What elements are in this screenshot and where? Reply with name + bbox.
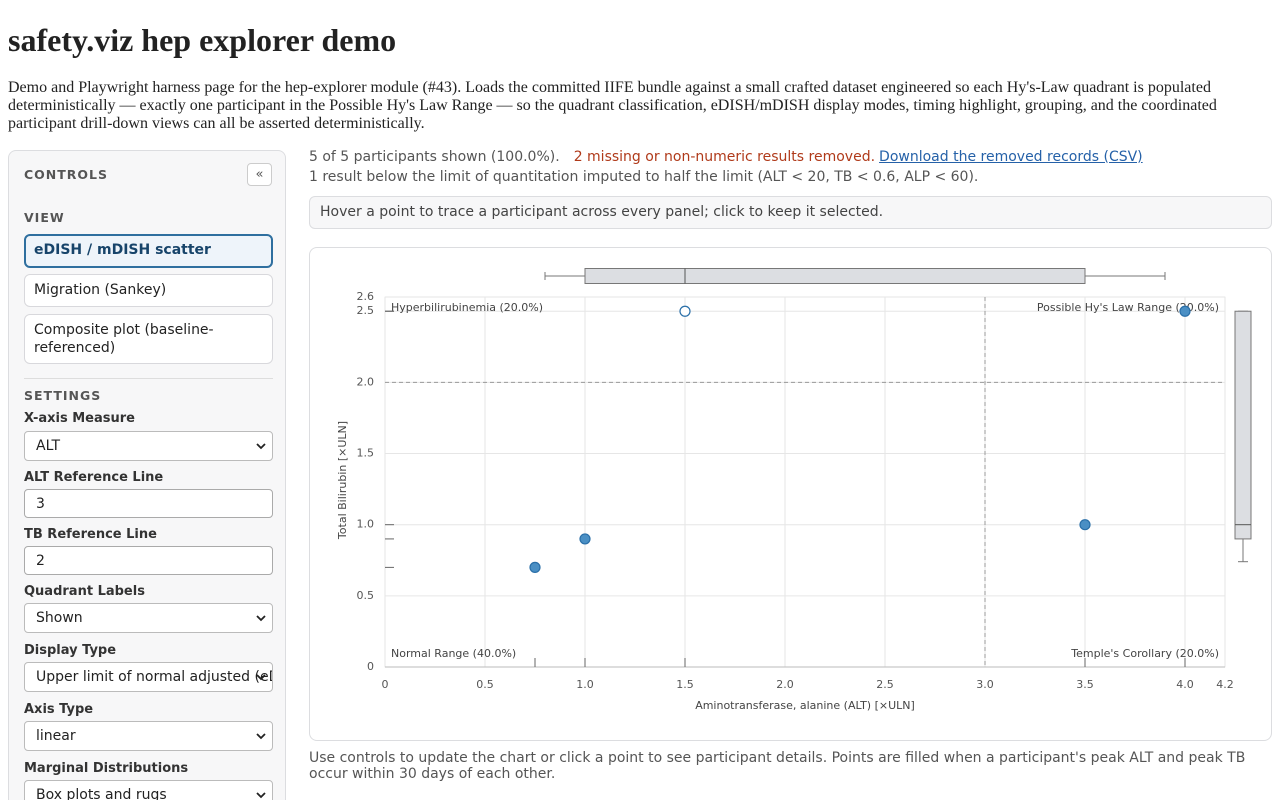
removed-note: 2 missing or non-numeric results removed… [573, 149, 876, 165]
imputed-note: 1 result below the limit of quantitation… [309, 169, 979, 185]
number-input[interactable]: 3 [24, 489, 273, 518]
chevron [256, 443, 266, 450]
collapse-button[interactable]: « [247, 163, 272, 186]
settings-heading: SETTINGS [24, 388, 102, 403]
input-value: 2 [36, 553, 45, 569]
select[interactable]: Upper limit of normal adjusted (eDISH) [24, 662, 273, 692]
shown-count: 5 of 5 participants shown (100.0%). [309, 149, 560, 165]
box [584, 268, 1086, 284]
controls-panel: CONTROLS « VIEW eDISH / mDISH scatter Mi… [8, 150, 286, 800]
y-tick-label: 2.0 [357, 375, 375, 388]
chevron [256, 674, 266, 681]
plot-area [384, 296, 1226, 668]
chevron [256, 792, 266, 799]
field-label: ALT Reference Line [24, 470, 164, 485]
y-tick-label: 0.5 [357, 589, 375, 602]
separator [24, 378, 273, 379]
select-value: ALT [36, 438, 61, 454]
y-tick-label: 1.0 [357, 518, 375, 531]
x-tick-label: 4.2 [1216, 678, 1234, 691]
input-value: 3 [36, 496, 45, 512]
x-tick-label: 3.0 [976, 678, 994, 691]
x-tick-label: 3.5 [1076, 678, 1094, 691]
x-tick-label: 4.0 [1176, 678, 1194, 691]
x-tick-label: 2.0 [776, 678, 794, 691]
view-option[interactable]: Composite plot (baseline-referenced) [24, 314, 273, 364]
select-value: Shown [36, 610, 83, 626]
view-heading: VIEW [24, 210, 65, 225]
box [1234, 310, 1252, 540]
download-link[interactable]: Download the removed records (CSV) [879, 149, 1143, 165]
hint-box: Hover a point to trace a participant acr… [309, 196, 1272, 229]
page-description: Demo and Playwright harness page for the… [8, 79, 1217, 132]
y-tick-label: 0 [367, 660, 374, 673]
number-input[interactable]: 2 [24, 546, 273, 575]
field-label: Axis Type [24, 702, 94, 717]
x-tick-label: 0.5 [476, 678, 494, 691]
select[interactable]: Shown [24, 603, 273, 633]
controls-title: CONTROLS [24, 167, 109, 182]
select-value: Box plots and rugs [36, 787, 167, 800]
field-label: Quadrant Labels [24, 584, 145, 599]
point[interactable] [579, 533, 591, 545]
select-value: Upper limit of normal adjusted (eDISH) [36, 669, 272, 685]
chevron [256, 733, 266, 740]
chevron [256, 615, 266, 622]
point[interactable] [1079, 519, 1091, 531]
chart: 0 0.5 1.0 1.5 2.0 2.5 3.0 3.5 4.0 4.2 0 0.5 1.0 1.5 2.… [336, 268, 1252, 712]
quadrant-label: Normal Range (40.0%) [391, 647, 516, 660]
x-tick-label: 1.5 [676, 678, 694, 691]
field-label: X-axis Measure [24, 411, 135, 426]
quadrant-label: Temple's Corollary (20.0%) [1070, 647, 1219, 660]
point[interactable] [679, 305, 691, 317]
quadrant-label: Hyperbilirubinemia (20.0%) [391, 301, 543, 314]
status-line: 5 of 5 participants shown (100.0%). 2 mis… [309, 148, 1143, 166]
x-axis-title: Aminotransferase, alanine (ALT) [×ULN] [695, 699, 915, 712]
select[interactable]: linear [24, 721, 273, 751]
page-title: safety.viz hep explorer demo [8, 22, 397, 58]
x-tick-label: 1.0 [576, 678, 594, 691]
y-axis-title: Total Bilirubin [×ULN] [336, 421, 349, 540]
view-option[interactable]: Migration (Sankey) [24, 274, 273, 307]
y-tick-label: 2.6 [357, 290, 375, 303]
select-value: linear [36, 728, 76, 744]
field-label: Marginal Distributions [24, 761, 189, 776]
chart-container: 0 0.5 1.0 1.5 2.0 2.5 3.0 3.5 4.0 4.2 0 0.5 1.0 1.5 2.… [309, 247, 1272, 741]
x-tick-label: 2.5 [876, 678, 894, 691]
select[interactable]: Box plots and rugs [24, 780, 273, 800]
point[interactable] [1179, 305, 1191, 317]
y-tick-label: 1.5 [357, 447, 375, 460]
field-label: Display Type [24, 643, 117, 658]
x-tick-label: 0 [382, 678, 389, 691]
footer-note: Use controls to update the chart or clic… [309, 750, 1246, 782]
quadrant-label: Possible Hy's Law Range (20.0%) [1037, 301, 1219, 314]
view-option[interactable]: eDISH / mDISH scatter [24, 234, 273, 268]
y-tick-label: 2.5 [357, 304, 375, 317]
field-label: TB Reference Line [24, 527, 157, 542]
select[interactable]: ALT [24, 431, 273, 461]
point[interactable] [529, 561, 541, 573]
